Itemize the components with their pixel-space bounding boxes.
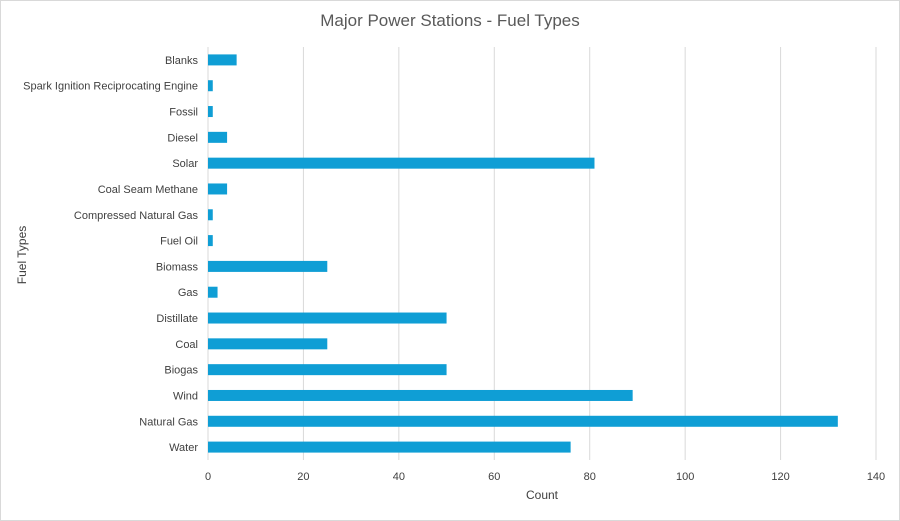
bar [208,80,213,92]
y-tick-label: Blanks [165,55,199,67]
y-tick-label: Natural Gas [139,416,198,428]
x-tick-label: 100 [676,471,694,483]
bar [208,209,213,221]
y-tick-label: Compressed Natural Gas [74,210,199,222]
bar [208,106,213,118]
bar [208,260,328,272]
y-tick-label: Solar [172,158,198,170]
x-tick-labels: 0 20 40 60 80 100 120 140 [205,471,885,483]
y-tick-label: Coal Seam Methane [98,184,198,196]
x-tick-label: 120 [771,471,789,483]
y-tick-label: Distillate [156,313,198,325]
bar [208,286,218,298]
x-tick-label: 140 [867,471,885,483]
y-tick-label: Biomass [156,261,199,273]
bar [208,157,595,169]
y-tick-label: Biogas [164,365,198,377]
bar [208,312,447,324]
y-tick-label: Coal [175,339,198,351]
bar [208,441,571,453]
bar [208,415,838,427]
y-tick-label: Fossil [169,107,198,119]
x-axis-label: Count [526,488,559,502]
y-axis-label: Fuel Types [15,226,29,284]
bar [208,54,237,66]
bar [208,389,633,401]
bar [208,364,447,376]
y-tick-label: Water [169,442,198,454]
bars [208,54,838,453]
x-tick-label: 60 [488,471,500,483]
bar [208,183,228,195]
x-tick-label: 80 [584,471,596,483]
y-tick-label: Spark Ignition Reciprocating Engine [23,81,198,93]
x-tick-label: 40 [393,471,405,483]
chart-title: Major Power Stations - Fuel Types [320,11,580,30]
bar [208,235,213,247]
y-tick-label: Fuel Oil [160,236,198,248]
x-tick-label: 0 [205,471,211,483]
bar [208,338,328,350]
y-tick-labels: Blanks Spark Ignition Reciprocating Engin… [23,55,198,454]
y-tick-label: Gas [178,287,199,299]
bar [208,131,228,143]
x-tick-label: 20 [297,471,309,483]
y-tick-label: Diesel [167,132,198,144]
y-tick-label: Wind [173,390,198,402]
